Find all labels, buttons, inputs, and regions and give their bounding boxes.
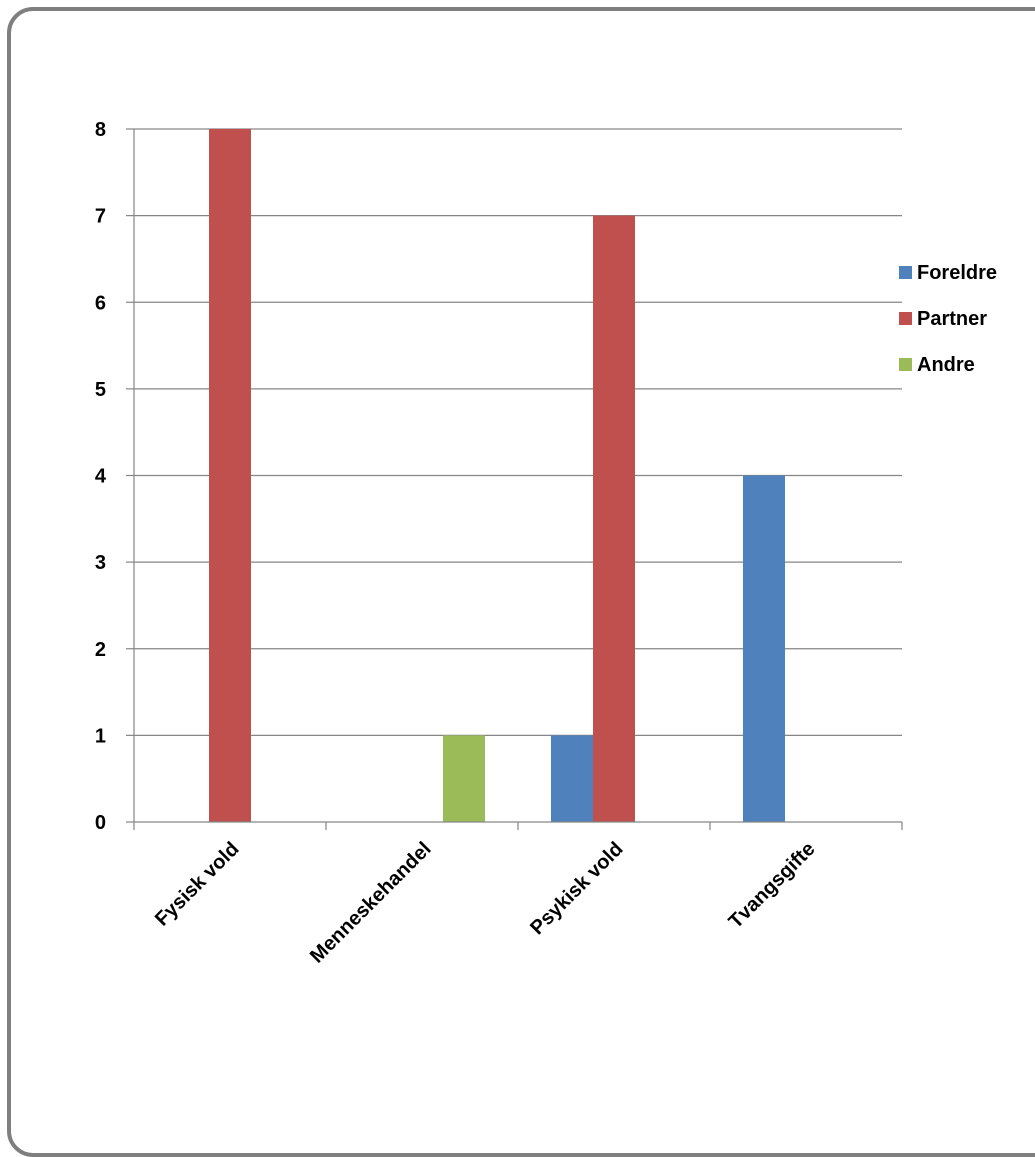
legend-swatch-foreldre [899, 266, 912, 279]
x-axis-ticks: Fysisk vold Menneskehandel Psykisk vold Tva… [133, 822, 903, 968]
y-tick-label: 8 [95, 119, 106, 141]
legend-swatch-partner [899, 312, 912, 325]
x-category-label: Menneskehandel [306, 838, 436, 968]
bar-foreldre-2 [551, 735, 593, 822]
y-tick-label: 4 [95, 466, 107, 488]
bar-andre-1 [443, 735, 485, 822]
bar-partner-0 [209, 129, 251, 822]
legend-label-partner: Partner [917, 308, 987, 330]
y-tick-label: 5 [95, 379, 106, 401]
y-tick-label: 1 [95, 725, 106, 747]
y-tick-label: 3 [95, 552, 106, 574]
legend-label-foreldre: Foreldre [917, 262, 997, 284]
y-tick-label: 2 [95, 639, 106, 661]
bar-chart: 0 1 2 3 4 5 6 7 8 Fysisk vold Menneskehandel Psyki… [95, 119, 997, 968]
gridlines [134, 128, 902, 736]
bars [209, 129, 785, 822]
legend-swatch-andre [899, 358, 912, 371]
x-category-label: Tvangsgifte [725, 838, 820, 933]
x-category-label: Fysisk vold [151, 838, 244, 931]
bar-foreldre-3 [743, 475, 785, 822]
y-tick-label: 7 [95, 206, 106, 228]
chart-frame [7, 7, 1035, 1157]
y-axis-ticks: 0 1 2 3 4 5 6 7 8 [95, 119, 134, 834]
legend: Foreldre Partner Andre [899, 262, 997, 376]
x-category-label: Psykisk vold [526, 838, 627, 939]
legend-label-andre: Andre [917, 354, 975, 376]
bar-partner-2 [593, 215, 635, 822]
y-tick-label: 6 [95, 292, 106, 314]
y-tick-label: 0 [95, 812, 106, 834]
